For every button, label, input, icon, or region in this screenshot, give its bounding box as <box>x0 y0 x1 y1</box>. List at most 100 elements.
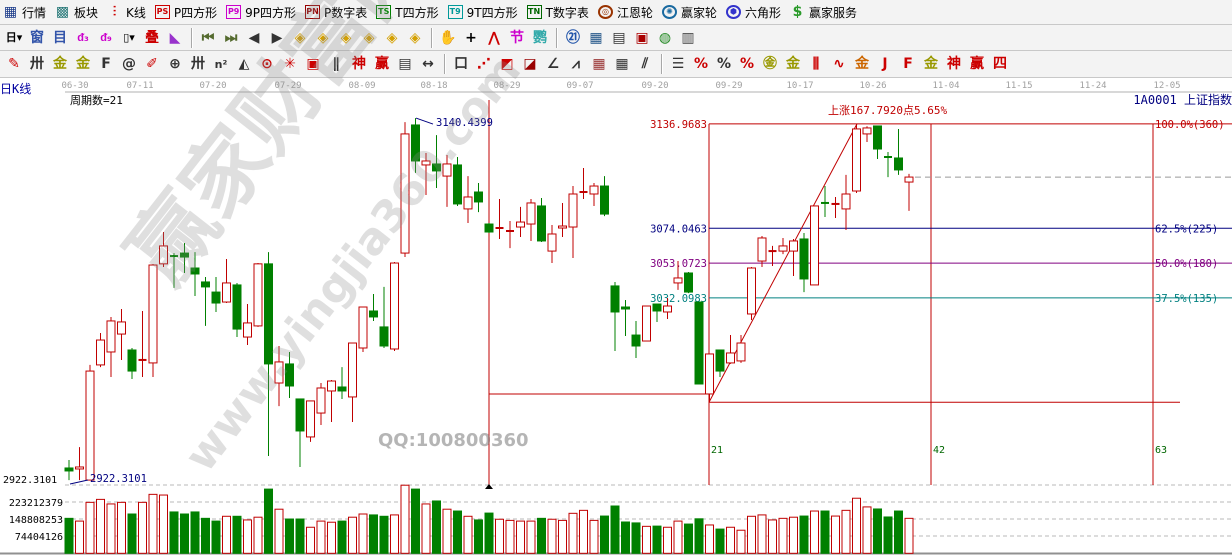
f-angle-icon[interactable]: F <box>903 56 913 72</box>
high-marker-line <box>415 117 434 125</box>
diamond-right-icon[interactable]: ◈ <box>317 29 329 46</box>
winner-angle-icon[interactable]: 赢 <box>970 56 984 72</box>
overlay-icon[interactable]: 叠 <box>145 29 159 46</box>
volume-bar <box>348 516 357 554</box>
indicator-9-icon[interactable]: ᵭ₉ <box>100 31 112 44</box>
kline-chart[interactable]: 日K线 06-30 07-11 07-20 07-29 08-09 08-18 08-29 09… <box>0 78 1232 555</box>
menu-gann-wheel[interactable]: ◎ 江恩轮 <box>597 4 653 21</box>
slash-lines-icon[interactable]: ⫽ <box>641 56 649 72</box>
ruler-pen-icon[interactable]: ✐ <box>146 56 158 72</box>
menu-t-number-table[interactable]: TN T数字表 <box>526 4 589 21</box>
section-icon[interactable]: 节 <box>510 29 524 46</box>
line-draw-icon[interactable]: ⋀ <box>488 29 500 46</box>
spiral-icon[interactable]: @ <box>122 56 136 72</box>
diamond-expand-icon[interactable]: ◈ <box>340 29 352 46</box>
web-icon[interactable]: ✳ <box>284 56 296 72</box>
circle-icon[interactable]: ⊕ <box>169 56 181 72</box>
candle <box>831 196 840 219</box>
candle <box>348 342 357 423</box>
percent-icon[interactable]: % <box>716 56 732 72</box>
menu-quotes[interactable]: ▦ 行情 <box>3 4 46 21</box>
j-angle-icon[interactable]: J <box>882 56 888 72</box>
last-icon[interactable]: ⏭ <box>224 29 238 46</box>
diamond-all-icon[interactable]: ◈ <box>409 29 421 46</box>
grid-icon[interactable]: ▦ <box>592 56 606 72</box>
candle-type-dropdown-icon[interactable]: ▯▾ <box>123 31 135 44</box>
frame-icon[interactable]: ▣ <box>306 56 320 72</box>
list-icon[interactable]: 目 <box>53 29 67 46</box>
menu-9p-square[interactable]: P9 9P四方形 <box>226 4 296 21</box>
ruler-icon[interactable]: ⫼ <box>812 56 820 72</box>
menu-winner-wheel[interactable]: ✺ 赢家轮 <box>661 4 717 21</box>
day-period-dropdown-icon[interactable]: 日▾ <box>5 31 23 44</box>
god-icon[interactable]: 神 <box>352 56 366 72</box>
hand-icon[interactable]: ✋ <box>439 29 457 46</box>
grid-2-icon[interactable]: ▦ <box>615 56 629 72</box>
diamond-shrink-icon[interactable]: ◈ <box>363 29 375 46</box>
cycle-lines-icon[interactable]: 卅 <box>191 56 205 72</box>
document-icon[interactable]: ▤ <box>612 29 626 46</box>
menu-9t-square[interactable]: T9 9T四方形 <box>447 4 518 21</box>
fan-box-2-icon[interactable]: ◪ <box>523 56 537 72</box>
first-icon[interactable]: ⏮ <box>201 29 215 46</box>
gold-lines-icon[interactable]: 金 <box>786 56 800 72</box>
diamond-left-icon[interactable]: ◈ <box>294 29 306 46</box>
percent-slope-icon[interactable]: % <box>693 56 709 72</box>
god-angle-icon[interactable]: 神 <box>947 56 961 72</box>
four-icon[interactable]: 四 <box>993 56 1007 72</box>
winner-icon[interactable]: 赢 <box>375 56 389 72</box>
channel-icon[interactable]: ∥ <box>332 56 340 72</box>
indicator-3-icon[interactable]: ᵭ₃ <box>77 31 89 44</box>
toolbar-separator <box>444 54 446 74</box>
scale-icon[interactable]: ▤ <box>398 56 412 72</box>
gold-icon[interactable]: 金 <box>855 56 869 72</box>
wave-icon[interactable]: ∿ <box>833 56 845 72</box>
menu-hexagon[interactable]: ⬢ 六角形 <box>725 4 781 21</box>
flag-icon[interactable]: ◣ <box>169 29 181 46</box>
save-icon[interactable]: ▣ <box>635 29 649 46</box>
prev-icon[interactable]: ◀ <box>248 29 260 46</box>
diamond-vertical-icon[interactable]: ◈ <box>386 29 398 46</box>
menu-kline[interactable]: ⫶ K线 <box>107 4 146 21</box>
steps-icon[interactable]: ☰ <box>671 56 685 72</box>
fan-box-icon[interactable]: ◩ <box>500 56 514 72</box>
gold-angle-icon[interactable]: 金 <box>924 56 938 72</box>
menu-label: 行情 <box>22 5 47 20</box>
box-icon[interactable]: 口 <box>454 56 468 72</box>
volume-bar <box>306 526 315 554</box>
parrot-icon[interactable]: 鹦 <box>533 29 547 46</box>
pencil-icon[interactable]: ✎ <box>8 56 20 72</box>
menu-p-number-table[interactable]: PN P数字表 <box>305 4 367 21</box>
window-icon[interactable]: 窗 <box>30 29 44 46</box>
fan-icon[interactable]: ⋰ <box>477 56 491 72</box>
target-circle-icon[interactable]: ⊙ <box>261 56 273 72</box>
angle-icon[interactable]: ∠ <box>546 56 560 72</box>
menu-t-square[interactable]: TS T四方形 <box>376 4 439 21</box>
golden-section-2-icon[interactable]: 金 <box>76 56 90 72</box>
calendar-icon[interactable]: ㉑ <box>566 29 580 46</box>
parallel-lines-icon[interactable]: 卅 <box>30 56 44 72</box>
candle <box>148 264 158 378</box>
triangle-icon[interactable]: ◭ <box>238 56 250 72</box>
menu-sectors[interactable]: ▩ 板块 <box>55 4 98 21</box>
menu-label: K线 <box>126 5 146 20</box>
width-icon[interactable]: ↔ <box>422 56 434 72</box>
next-icon[interactable]: ▶ <box>271 29 283 46</box>
candle <box>726 335 735 364</box>
volume-bar <box>463 515 473 554</box>
volume-bar <box>715 528 725 554</box>
n-square-icon[interactable]: n² <box>214 57 228 71</box>
zigzag-icon[interactable]: ⩘ <box>572 56 580 72</box>
golden-section-icon[interactable]: 金 <box>53 56 67 72</box>
candle <box>736 335 746 363</box>
network-icon[interactable]: ◍ <box>658 29 672 46</box>
percent-lines-icon[interactable]: % <box>739 56 755 72</box>
menu-winner-service[interactable]: $ 赢家服务 <box>790 4 857 21</box>
menu-p-square[interactable]: PS P四方形 <box>154 4 217 21</box>
crosshair-icon[interactable]: + <box>465 29 477 46</box>
computer-icon[interactable]: ▥ <box>681 29 695 46</box>
gold-circle-icon[interactable]: ㊎ <box>763 56 777 72</box>
calculator-icon[interactable]: ▦ <box>589 29 603 46</box>
candle-body <box>757 237 767 262</box>
fibonacci-icon[interactable]: F <box>101 56 111 72</box>
